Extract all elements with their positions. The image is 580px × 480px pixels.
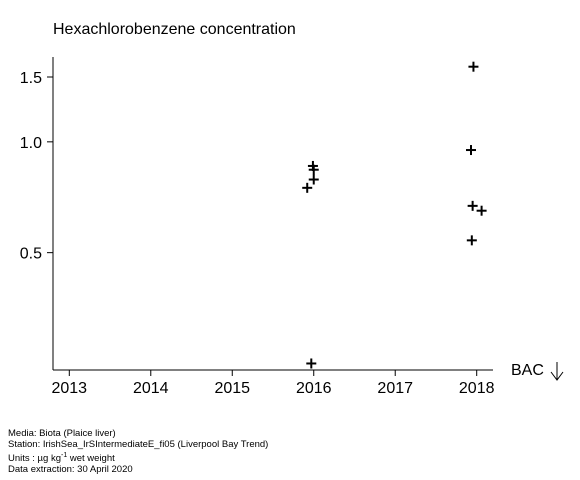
footer-units-suffix: wet weight [67, 453, 115, 465]
x-tick-label: 2016 [296, 380, 332, 397]
footer-units-prefix: Units : µg kg [8, 453, 61, 465]
x-ticks: 2013 2014 2015 2016 2017 2018 [51, 370, 495, 397]
y-tick-label: 1.0 [20, 135, 42, 152]
down-arrow-icon [550, 362, 564, 381]
footer-units-exponent: -1 [61, 452, 68, 459]
chart-title: Hexachlorobenzene concentration [53, 21, 296, 38]
chart-footer: Media: Biota (Plaice liver) Station: Iri… [8, 428, 268, 475]
footer-station: Station: IrishSea_IrSIntermediateE_fi05 … [8, 439, 269, 450]
y-tick-label: 1.5 [20, 70, 42, 87]
chart-area: Hexachlorobenzene concentration 0.5 1.0 1.… [20, 21, 564, 397]
data-point [466, 145, 476, 156]
x-tick-label: 2017 [377, 380, 413, 397]
y-ticks: 0.5 1.0 1.5 [20, 70, 53, 263]
x-tick-label: 2013 [51, 380, 87, 397]
y-tick-label: 0.5 [20, 246, 42, 263]
x-tick-label: 2015 [214, 380, 250, 397]
bac-annotation: BAC [511, 362, 544, 379]
data-point [467, 200, 478, 211]
axes [52, 57, 493, 371]
footer-media: Media: Biota (Plaice liver) [8, 428, 116, 439]
x-tick-label: 2018 [459, 380, 495, 397]
data-point [308, 164, 319, 175]
data-point [306, 358, 317, 369]
data-point [468, 61, 479, 72]
x-tick-label: 2014 [133, 380, 169, 397]
data-point [476, 205, 487, 216]
footer-units: Units : µg kg-1 wet weight [8, 450, 268, 464]
data-point [466, 235, 477, 246]
data-point [302, 182, 313, 193]
data-point [308, 174, 319, 185]
data-points [302, 61, 487, 369]
footer-extraction: Data extraction: 30 April 2020 [8, 464, 133, 476]
